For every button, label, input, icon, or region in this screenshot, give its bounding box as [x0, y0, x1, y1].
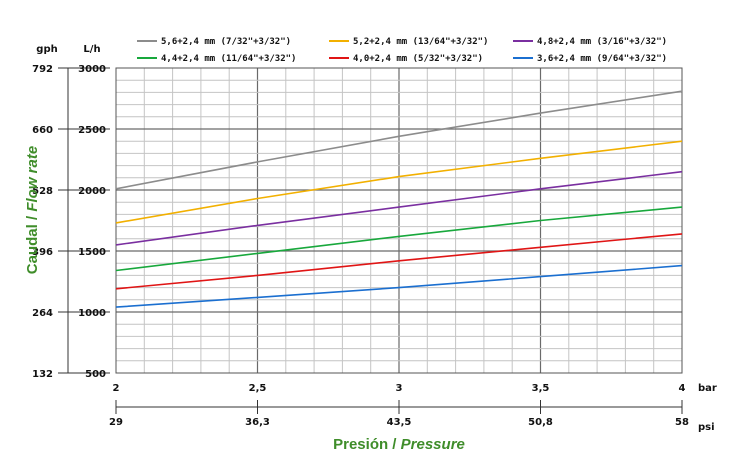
- y2-tick-label: 660: [32, 125, 53, 136]
- x-axis-title: Presión / Pressure: [333, 436, 465, 453]
- legend-label: 4,0+2,4 mm (5/32"+3/32"): [353, 54, 483, 64]
- legend: 5,6+2,4 mm (7/32"+3/32") 5,2+2,4 mm (13/6…: [137, 37, 667, 64]
- series-line: [115, 206, 683, 272]
- x2-unit-label: psi: [698, 422, 715, 433]
- y-tick-label: 1500: [78, 247, 106, 258]
- x-tick-label: 4: [679, 383, 686, 394]
- x-axis-title-main: Presión /: [333, 436, 401, 453]
- y-axis-title: Caudal / Flow rate: [24, 146, 41, 274]
- y-axis-title-italic: Flow rate: [24, 146, 41, 212]
- y2-tick-label: 792: [32, 64, 53, 75]
- y2-tick-label: 132: [32, 369, 53, 380]
- y-axes: gph L/h 500 132 1000 264 1500 396 2000 528 2500 6…: [32, 44, 110, 380]
- x-tick-label: 3: [396, 383, 403, 394]
- y-tick-label: 2500: [78, 125, 106, 136]
- y-axis-title-main: Caudal /: [24, 212, 41, 275]
- legend-label: 3,6+2,4 mm (9/64"+3/32"): [537, 54, 667, 64]
- y-tick-label: 500: [85, 369, 106, 380]
- y2-unit-label: gph: [36, 44, 57, 55]
- series-line: [115, 233, 683, 290]
- y2-tick-label: 396: [32, 247, 53, 258]
- y-unit-label: L/h: [83, 44, 100, 55]
- x-tick-label: 3,5: [532, 383, 550, 394]
- x2-tick-label: 43,5: [387, 417, 412, 428]
- y2-tick-label: 528: [32, 186, 53, 197]
- y-tick-label: 3000: [78, 64, 106, 75]
- x-tick-label: 2,5: [249, 383, 267, 394]
- y-tick-label: 1000: [78, 308, 106, 319]
- x-unit-label: bar: [698, 383, 717, 394]
- x2-tick-label: 29: [109, 417, 123, 428]
- legend-label: 4,4+2,4 mm (11/64"+3/32"): [161, 54, 296, 64]
- x-tick-label: 2: [113, 383, 120, 394]
- plot-grid: [116, 68, 682, 373]
- series-lines: [115, 90, 683, 308]
- legend-label: 5,6+2,4 mm (7/32"+3/32"): [161, 37, 291, 47]
- x2-tick-label: 50,8: [528, 417, 553, 428]
- y2-tick-label: 264: [32, 308, 53, 319]
- plot-frame: [115, 67, 683, 374]
- x2-tick-label: 36,3: [245, 417, 270, 428]
- y-tick-label: 2000: [78, 186, 106, 197]
- legend-label: 4,8+2,4 mm (3/16"+3/32"): [537, 37, 667, 47]
- x-axes: bar psi 2 29 2,5 36,3 3 43,5 3,5 50,8 4 58: [109, 383, 717, 433]
- series-line: [115, 140, 683, 224]
- x2-tick-label: 58: [675, 417, 689, 428]
- legend-label: 5,2+2,4 mm (13/64"+3/32"): [353, 37, 488, 47]
- series-line: [115, 170, 683, 246]
- x-axis-title-italic: Pressure: [401, 436, 465, 453]
- series-line: [115, 264, 683, 308]
- series-line: [115, 90, 683, 190]
